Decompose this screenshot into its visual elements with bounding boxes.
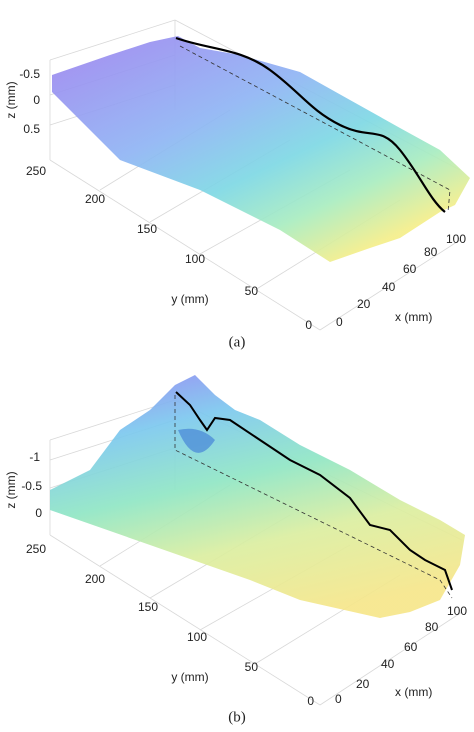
z-tick-label: 0.5	[23, 122, 40, 136]
z-axis-title: z (mm)	[4, 81, 18, 118]
x-tick-label: 80	[425, 620, 439, 634]
y-tick-label: 100	[185, 252, 205, 266]
z-tick-label: -1	[29, 450, 40, 464]
surface	[52, 36, 470, 262]
dashed-line	[174, 395, 453, 599]
y-axis-title: y (mm)	[171, 292, 208, 306]
dip	[178, 428, 215, 453]
y-tick-label: 150	[137, 222, 157, 236]
y-tick-label: 50	[245, 660, 259, 674]
z-axis-title: z (mm)	[4, 471, 18, 508]
z-tick-label: -0.5	[19, 67, 40, 81]
x-tick-label: 40	[381, 657, 395, 671]
x-tick-label: 0	[335, 692, 342, 706]
x-tick-label: 0	[336, 315, 343, 329]
y-tick-label: 200	[85, 572, 105, 586]
y-tick-label: 0	[305, 318, 312, 332]
x-tick-label: 20	[357, 297, 371, 311]
z-tick-label: -0.5	[21, 479, 42, 493]
dashed-line	[179, 45, 451, 213]
x-tick-label: 60	[403, 262, 417, 276]
x-tick-label: 80	[424, 245, 438, 259]
profile-line	[175, 391, 453, 591]
panel-label: (b)	[228, 709, 246, 725]
x-axis-title: x (mm)	[395, 310, 432, 324]
y-tick-label: 150	[138, 600, 158, 614]
x-tick-label: 100	[447, 604, 467, 618]
panel-label: (a)	[229, 334, 246, 350]
y-tick-label: 50	[245, 284, 259, 298]
profile-line	[175, 36, 446, 213]
x-tick-label: 20	[356, 677, 370, 691]
surface	[50, 375, 465, 618]
z-tick-label: 0	[35, 506, 42, 520]
y-axis-title: y (mm)	[171, 670, 208, 684]
y-tick-label: 200	[85, 192, 105, 206]
y-tick-label: 250	[26, 164, 46, 178]
x-tick-label: 40	[382, 280, 396, 294]
y-tick-label: 250	[26, 542, 46, 556]
y-tick-label: 100	[187, 630, 207, 644]
x-tick-label: 60	[404, 640, 418, 654]
x-tick-label: 100	[446, 232, 466, 246]
x-axis-title: x (mm)	[395, 685, 432, 699]
y-tick-label: 0	[307, 694, 314, 708]
z-tick-label: 0	[33, 93, 40, 107]
